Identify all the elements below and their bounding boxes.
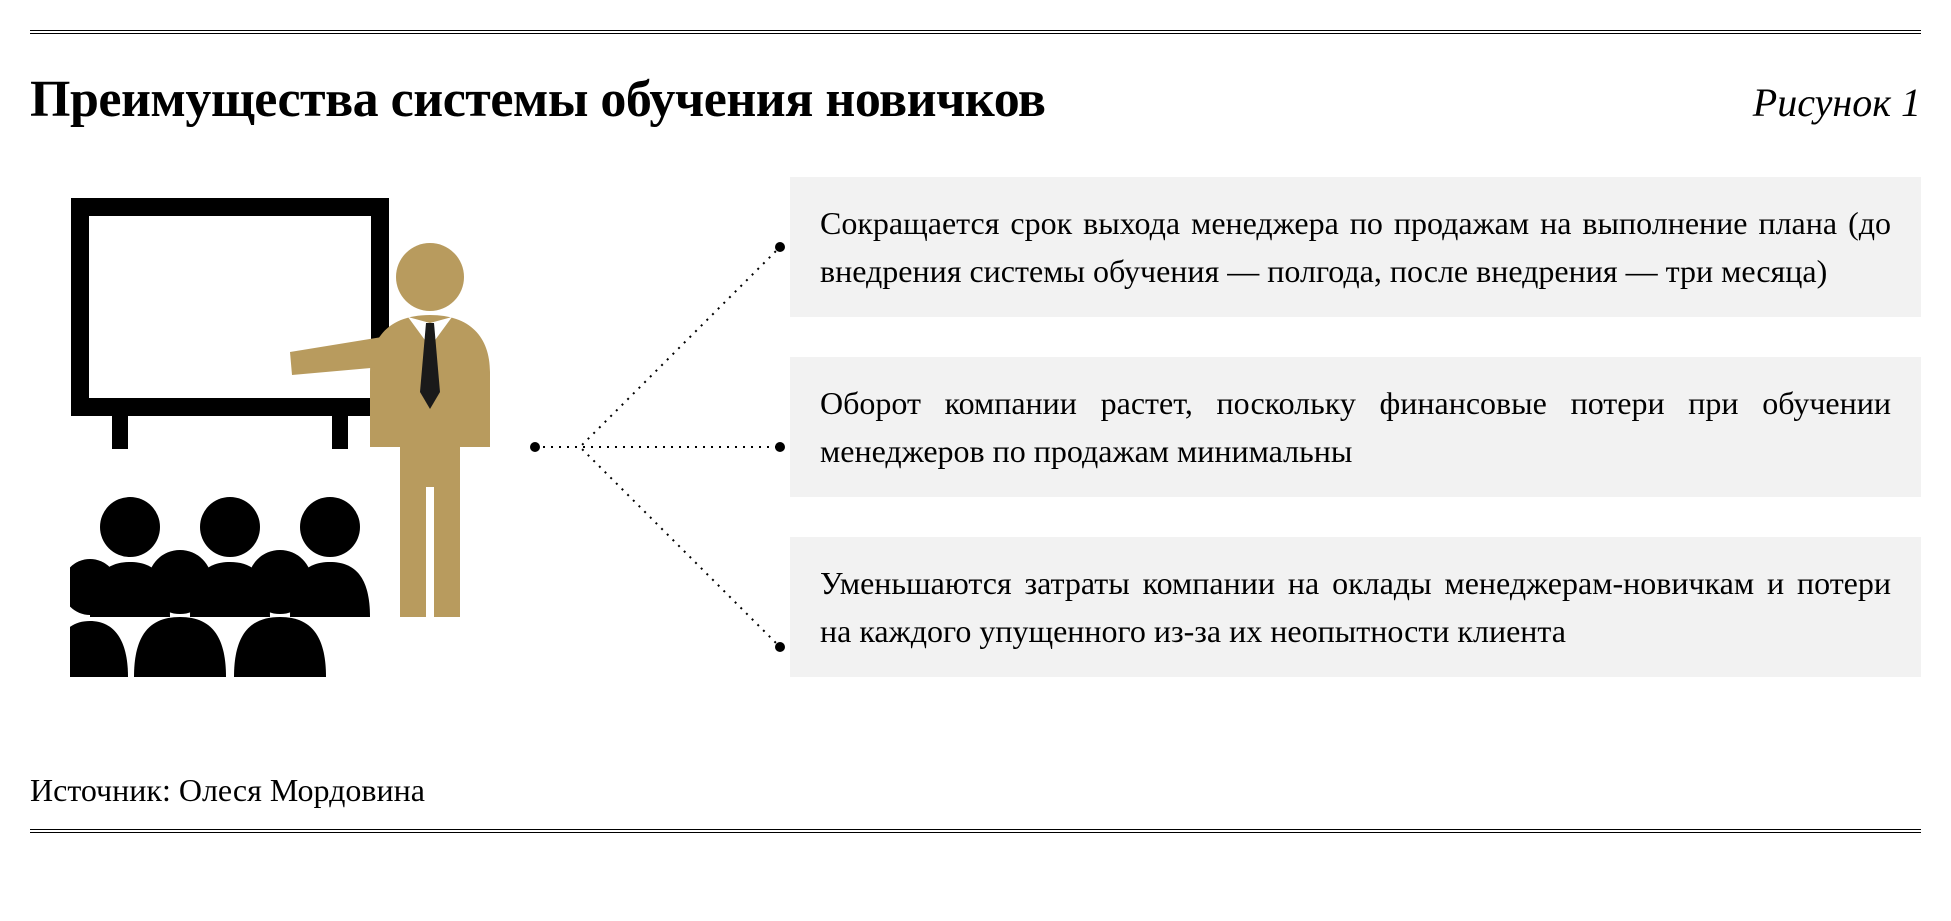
- connector-dot: [775, 442, 785, 452]
- top-rule: [30, 30, 1921, 34]
- connector-line: [535, 247, 780, 447]
- connector-line: [535, 447, 780, 647]
- benefit-item: Уменьшаются затраты компании на оклады м…: [790, 537, 1921, 677]
- content-row: Сокращается срок выхода менеджера по про…: [30, 177, 1921, 742]
- board-icon: [80, 207, 380, 407]
- presenter-svg: [70, 187, 510, 687]
- benefits-column: Сокращается срок выхода менеджера по про…: [790, 177, 1921, 742]
- connectors-column: [530, 177, 790, 742]
- illustration-column: [30, 177, 530, 742]
- figure-container: Преимущества системы обучения новичков Р…: [30, 30, 1921, 833]
- source-line: Источник: Олеся Мордовина: [30, 772, 1921, 809]
- benefit-item: Оборот компании растет, поскольку финанс…: [790, 357, 1921, 497]
- figure-number-label: Рисунок 1: [1753, 79, 1921, 126]
- connector-dot: [775, 242, 785, 252]
- presenter-illustration: [70, 187, 510, 687]
- benefit-item: Сокращается срок выхода менеджера по про…: [790, 177, 1921, 317]
- presenter-icon: [290, 243, 490, 617]
- connector-svg: [530, 177, 790, 737]
- figure-title: Преимущества системы обучения новичков: [30, 70, 1046, 129]
- connector-dot: [530, 442, 540, 452]
- bottom-rule: [30, 829, 1921, 833]
- connector-dot: [775, 642, 785, 652]
- header-row: Преимущества системы обучения новичков Р…: [30, 70, 1921, 129]
- audience-icon: [70, 497, 370, 677]
